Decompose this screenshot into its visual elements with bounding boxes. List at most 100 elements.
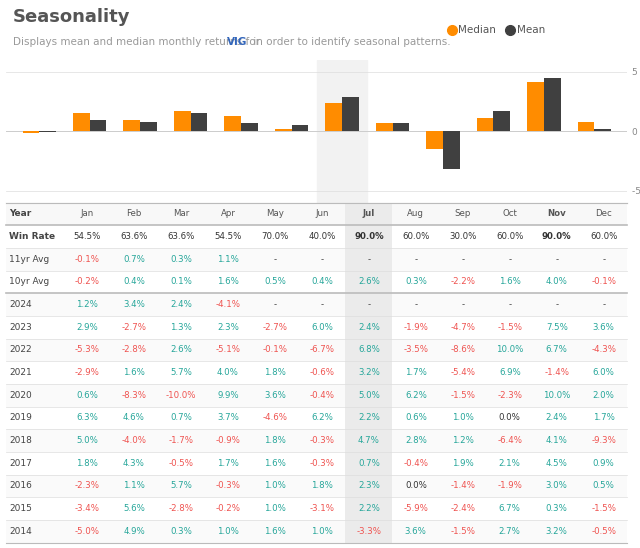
Text: 2.9%: 2.9% <box>76 323 98 332</box>
Bar <box>6 361 627 384</box>
Bar <box>346 361 392 384</box>
Text: -8.3%: -8.3% <box>122 391 147 399</box>
Text: 2.4%: 2.4% <box>358 323 380 332</box>
Text: -: - <box>461 300 465 309</box>
Text: 2014: 2014 <box>9 527 31 536</box>
Text: 2019: 2019 <box>9 413 32 423</box>
Text: Mean: Mean <box>516 25 545 35</box>
Text: -4.3%: -4.3% <box>591 345 616 355</box>
Text: Feb: Feb <box>126 209 141 219</box>
Text: -: - <box>555 255 558 264</box>
Text: -2.2%: -2.2% <box>451 277 476 287</box>
Bar <box>493 111 510 131</box>
Bar <box>6 316 627 339</box>
Bar <box>6 407 627 429</box>
Text: 0.7%: 0.7% <box>358 459 380 467</box>
Text: Jan: Jan <box>81 209 93 219</box>
Bar <box>225 116 241 131</box>
Text: 1.0%: 1.0% <box>264 504 286 513</box>
Text: 6.7%: 6.7% <box>499 504 521 513</box>
Text: -1.5%: -1.5% <box>497 323 522 332</box>
Text: -1.9%: -1.9% <box>403 323 428 332</box>
Text: 90.0%: 90.0% <box>542 232 572 241</box>
Text: Aug: Aug <box>408 209 424 219</box>
Text: -0.1%: -0.1% <box>591 277 616 287</box>
Text: -0.9%: -0.9% <box>216 436 241 445</box>
Bar <box>392 123 409 131</box>
Text: 2.6%: 2.6% <box>170 345 192 355</box>
Bar <box>346 452 392 475</box>
Text: 5.7%: 5.7% <box>170 481 192 490</box>
Bar <box>426 131 443 149</box>
Text: -0.4%: -0.4% <box>403 459 428 467</box>
Text: 5.0%: 5.0% <box>76 436 98 445</box>
Text: 1.6%: 1.6% <box>264 527 286 536</box>
Text: 63.6%: 63.6% <box>167 232 195 241</box>
Text: 2.7%: 2.7% <box>499 527 521 536</box>
Text: 1.0%: 1.0% <box>217 527 239 536</box>
Text: -2.9%: -2.9% <box>75 368 99 377</box>
Text: 70.0%: 70.0% <box>261 232 289 241</box>
Text: 2021: 2021 <box>9 368 31 377</box>
Text: -: - <box>273 300 276 309</box>
Bar <box>578 122 595 131</box>
Text: -6.4%: -6.4% <box>497 436 522 445</box>
Text: Seasonality: Seasonality <box>13 8 130 26</box>
Bar <box>275 129 292 131</box>
Text: -3.5%: -3.5% <box>403 345 428 355</box>
Text: 3.2%: 3.2% <box>546 527 568 536</box>
Text: 2.1%: 2.1% <box>499 459 521 467</box>
Bar <box>346 203 392 225</box>
Bar <box>346 316 392 339</box>
Bar <box>6 520 627 543</box>
Bar <box>22 131 39 134</box>
Text: 0.7%: 0.7% <box>170 413 192 423</box>
Text: -2.7%: -2.7% <box>122 323 147 332</box>
Text: Mar: Mar <box>173 209 189 219</box>
Text: 1.1%: 1.1% <box>123 481 145 490</box>
Text: -: - <box>367 255 371 264</box>
Bar <box>241 123 258 131</box>
Text: 0.3%: 0.3% <box>170 527 192 536</box>
Text: 4.9%: 4.9% <box>123 527 145 536</box>
Text: Nov: Nov <box>547 209 566 219</box>
Text: 1.3%: 1.3% <box>170 323 192 332</box>
Text: 10.0%: 10.0% <box>543 391 570 399</box>
Text: 90.0%: 90.0% <box>354 232 383 241</box>
Text: -3.1%: -3.1% <box>309 504 334 513</box>
Text: 11yr Avg: 11yr Avg <box>9 255 49 264</box>
Text: -0.1%: -0.1% <box>74 255 99 264</box>
Bar <box>342 96 358 131</box>
Text: 1.8%: 1.8% <box>264 436 286 445</box>
Text: 0.0%: 0.0% <box>499 413 521 423</box>
Text: Jun: Jun <box>315 209 328 219</box>
Bar <box>140 122 157 131</box>
Bar <box>346 497 392 520</box>
Text: -: - <box>320 300 323 309</box>
Bar <box>325 102 342 131</box>
Text: 40.0%: 40.0% <box>308 232 335 241</box>
Text: -5.1%: -5.1% <box>216 345 241 355</box>
Text: 0.1%: 0.1% <box>170 277 192 287</box>
Text: 3.2%: 3.2% <box>358 368 380 377</box>
Text: -: - <box>602 255 605 264</box>
Text: May: May <box>266 209 284 219</box>
Text: Year: Year <box>9 209 31 219</box>
Text: -: - <box>414 300 417 309</box>
Text: 4.0%: 4.0% <box>217 368 239 377</box>
Text: 2.4%: 2.4% <box>170 300 192 309</box>
Text: 0.5%: 0.5% <box>593 481 614 490</box>
Text: 0.4%: 0.4% <box>311 277 333 287</box>
Text: 1.8%: 1.8% <box>76 459 98 467</box>
Bar <box>6 475 627 497</box>
Text: -2.4%: -2.4% <box>451 504 476 513</box>
Text: 5.0%: 5.0% <box>358 391 380 399</box>
Text: 0.0%: 0.0% <box>405 481 427 490</box>
Bar <box>346 475 392 497</box>
Bar <box>6 384 627 407</box>
Text: 1.1%: 1.1% <box>217 255 239 264</box>
Text: -0.1%: -0.1% <box>262 345 287 355</box>
Text: 0.5%: 0.5% <box>264 277 286 287</box>
Bar <box>346 429 392 452</box>
Text: Apr: Apr <box>221 209 236 219</box>
